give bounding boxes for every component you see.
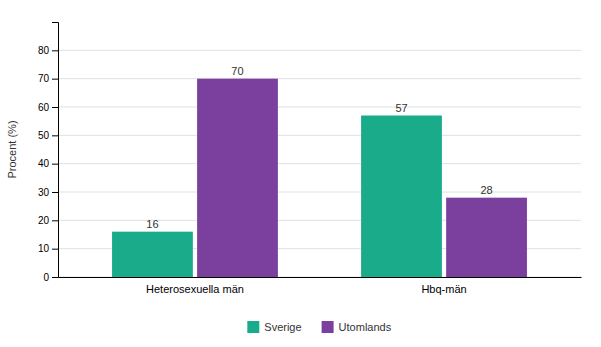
legend-item: Sverige — [247, 321, 301, 333]
data-label: 16 — [146, 218, 158, 230]
grid-line — [58, 135, 581, 136]
y-tick-mark — [52, 192, 58, 193]
y-tick-label: 70 — [38, 73, 50, 84]
bar — [361, 116, 442, 278]
data-label: 70 — [231, 65, 243, 77]
y-tick-mark — [52, 277, 58, 278]
y-tick-mark — [52, 50, 58, 51]
x-tick: Heterosexuella män — [146, 283, 244, 295]
x-tick: Hbq-män — [421, 283, 466, 295]
y-tick: 30 — [38, 187, 58, 198]
y-tick-mark — [52, 107, 58, 108]
x-tick-label: Hbq-män — [421, 283, 466, 295]
grid-line — [58, 192, 581, 193]
y-tick: 40 — [38, 158, 58, 169]
legend-label: Utomlands — [339, 321, 392, 333]
data-labels: 16 57 70 28 — [146, 65, 492, 230]
y-tick-label: 40 — [38, 158, 50, 169]
y-tick-mark — [52, 220, 58, 221]
legend-swatch — [247, 321, 259, 333]
grid-line — [58, 78, 581, 79]
y-tick-label: 0 — [43, 272, 49, 283]
x-tick-label: Heterosexuella män — [146, 283, 244, 295]
y-tick-mark — [52, 79, 58, 80]
y-tick: 50 — [38, 130, 58, 141]
bar — [446, 198, 527, 277]
y-tick-mark — [52, 164, 58, 165]
y-tick-label: 20 — [38, 215, 50, 226]
plot: 0 10 20 30 40 50 60 70 80 Heterosexuella män Hbq-m… — [6, 23, 582, 295]
grid-line — [58, 50, 581, 51]
y-tick: 80 — [38, 45, 58, 56]
x-axis: Heterosexuella män Hbq-män — [59, 278, 582, 295]
y-tick-label: 60 — [38, 102, 50, 113]
bar — [197, 79, 278, 277]
grid-line — [58, 163, 581, 164]
y-tick: 60 — [38, 102, 58, 113]
data-label: 57 — [395, 102, 407, 114]
legend-item: Utomlands — [322, 321, 392, 333]
legend: Sverige Utomlands — [247, 321, 391, 333]
chart: 0 10 20 30 40 50 60 70 80 Heterosexuella män Hbq-m… — [0, 0, 601, 347]
legend-swatch — [322, 321, 334, 333]
grid — [58, 50, 581, 277]
y-axis-line — [52, 23, 59, 278]
y-tick-label: 30 — [38, 187, 50, 198]
y-tick: 0 — [43, 272, 58, 283]
y-tick: 20 — [38, 215, 58, 226]
y-tick-label: 10 — [38, 243, 50, 254]
x-axis-line — [59, 277, 582, 278]
bars — [112, 79, 527, 277]
y-tick: 70 — [38, 73, 58, 84]
y-axis-title: Procent (%) — [6, 120, 18, 178]
y-tick-mark — [52, 249, 58, 250]
grid-line — [58, 107, 581, 108]
y-tick-mark — [52, 135, 58, 136]
data-label: 28 — [480, 184, 492, 196]
y-axis: 0 10 20 30 40 50 60 70 80 — [38, 23, 59, 283]
legend-label: Sverige — [264, 321, 301, 333]
y-tick-label: 80 — [38, 45, 50, 56]
y-tick: 10 — [38, 243, 58, 254]
y-tick-label: 50 — [38, 130, 50, 141]
bar — [112, 232, 193, 277]
